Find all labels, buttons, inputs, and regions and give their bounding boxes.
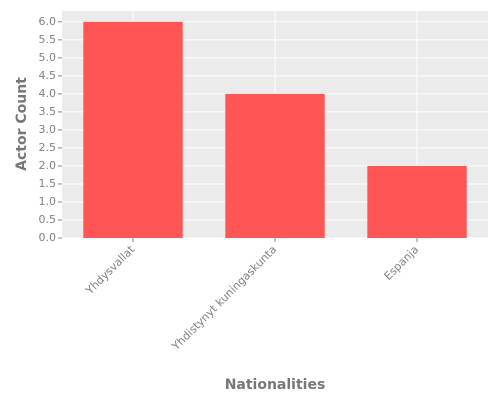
y-tick-label: 4.0 [39, 87, 57, 100]
y-tick-label: 2.0 [39, 159, 57, 172]
bar [367, 165, 467, 238]
y-tick-label: 6.0 [39, 15, 57, 28]
y-axis-title: Actor Count [14, 77, 30, 171]
y-tick-label: 0.0 [39, 231, 57, 244]
y-tick-label: 5.0 [39, 51, 57, 64]
bar [83, 21, 183, 238]
y-tick-label: 2.5 [39, 141, 57, 154]
y-tick-label: 5.5 [39, 33, 57, 46]
x-tick-label: Yhdysvallat [83, 243, 138, 298]
y-tick-label: 3.5 [39, 105, 57, 118]
y-tick-label: 1.5 [39, 177, 57, 190]
x-tick-label: Yhdistynyt kuningaskunta [169, 243, 279, 353]
x-axis-title: Nationalities [225, 377, 326, 393]
y-tick-label: 1.0 [39, 195, 57, 208]
y-tick-label: 4.5 [39, 69, 57, 82]
y-tick-label: 3.0 [39, 123, 57, 136]
bar [225, 93, 325, 238]
y-tick-label: 0.5 [39, 213, 57, 226]
x-tick-label: Espanja [382, 243, 422, 283]
